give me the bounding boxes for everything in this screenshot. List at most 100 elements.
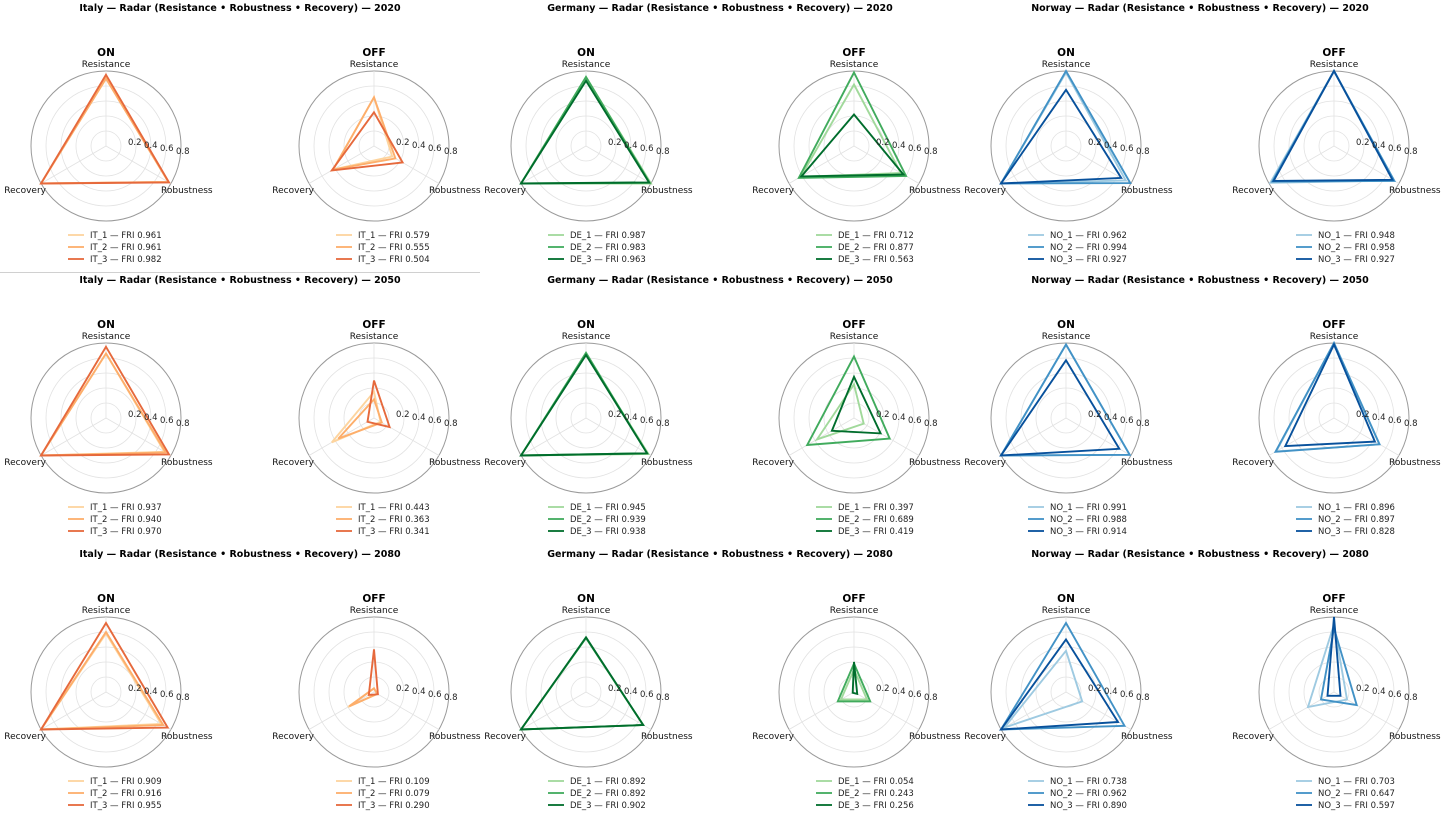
radar-no-2080-off: 0.2 0.4 0.6 0.8 Resistance Robustness Recovery… xyxy=(1232,593,1441,811)
radar-it-2080-on: 0.2 0.4 0.6 0.8 Resistance Robustness Recovery… xyxy=(4,593,213,811)
legend-entry: DE_1 — FRI 0.987 xyxy=(570,231,646,241)
legend-entry: NO_1 — FRI 0.896 xyxy=(1318,503,1395,513)
radar-no-2020-off: 0.2 0.4 0.6 0.8 Resistance Robustness Recovery… xyxy=(1232,47,1441,265)
radial-tick-label: 0.8 xyxy=(924,419,938,429)
legend-entry: IT_1 — FRI 0.961 xyxy=(90,231,162,241)
radial-tick-label: 0.4 xyxy=(1372,687,1386,697)
panel-title: Norway — Radar (Resistance • Robustness … xyxy=(1031,549,1369,560)
radial-tick-label: 0.6 xyxy=(160,144,174,154)
series-no_3-polygon xyxy=(999,88,1123,185)
axis-label-robustness: Robustness xyxy=(429,458,481,468)
legend-entry: NO_2 — FRI 0.647 xyxy=(1318,789,1395,799)
radial-tick-label: 0.4 xyxy=(144,413,158,423)
radial-tick-label: 0.2 xyxy=(876,410,890,420)
radar-it-2050-on: 0.2 0.4 0.6 0.8 Resistance Robustness Recovery… xyxy=(4,319,213,537)
radial-tick-label: 0.4 xyxy=(1104,687,1118,697)
panel-state-label: OFF xyxy=(362,593,385,605)
axis-label-resistance: Resistance xyxy=(1310,606,1359,616)
radial-tick-label: 0.4 xyxy=(1372,141,1386,151)
radar-it-2050-off: 0.2 0.4 0.6 0.8 Resistance Robustness Recovery… xyxy=(272,319,481,537)
radial-tick-label: 0.4 xyxy=(892,413,906,423)
radial-tick-label: 0.2 xyxy=(396,684,410,694)
axis-label-robustness: Robustness xyxy=(909,186,961,196)
series-no_2-polygon xyxy=(999,621,1127,731)
radial-tick-label: 0.8 xyxy=(656,147,670,157)
radial-tick-label: 0.4 xyxy=(624,141,638,151)
legend-entry: NO_1 — FRI 0.948 xyxy=(1318,231,1395,241)
series-no_1-polygon xyxy=(1306,624,1349,709)
radial-tick-label: 0.6 xyxy=(640,144,654,154)
legend-entry: DE_2 — FRI 0.243 xyxy=(838,789,914,799)
radial-tick-label: 0.2 xyxy=(608,138,622,148)
legend-entry: IT_1 — FRI 0.579 xyxy=(358,231,430,241)
radial-tick-label: 0.8 xyxy=(444,693,458,703)
series-it_3-polygon xyxy=(367,649,379,697)
radial-tick-label: 0.4 xyxy=(892,141,906,151)
axis-label-recovery: Recovery xyxy=(752,732,794,742)
radar-de-2050-off: 0.2 0.4 0.6 0.8 Resistance Robustness Recovery… xyxy=(752,319,961,537)
radial-tick-label: 0.8 xyxy=(1136,419,1150,429)
legend-entry: DE_2 — FRI 0.892 xyxy=(570,789,646,799)
legend-entry: DE_3 — FRI 0.563 xyxy=(838,255,914,265)
panel-state-label: OFF xyxy=(1322,593,1345,605)
series-no_2-polygon xyxy=(1270,69,1397,183)
panel-title: Norway — Radar (Resistance • Robustness … xyxy=(1031,275,1369,286)
axis-label-robustness: Robustness xyxy=(1121,732,1173,742)
radial-tick-label: 0.2 xyxy=(128,410,142,420)
axis-label-resistance: Resistance xyxy=(830,332,879,342)
radial-tick-label: 0.4 xyxy=(412,413,426,423)
radial-tick-label: 0.4 xyxy=(1104,413,1118,423)
panel-title: Italy — Radar (Resistance • Robustness •… xyxy=(79,549,401,560)
radial-tick-label: 0.8 xyxy=(444,419,458,429)
legend-entry: IT_1 — FRI 0.909 xyxy=(90,777,162,787)
grid-spoke xyxy=(585,145,652,184)
axis-label-recovery: Recovery xyxy=(1232,732,1274,742)
radial-tick-label: 0.8 xyxy=(656,419,670,429)
radial-tick-label: 0.8 xyxy=(1404,147,1418,157)
radial-tick-label: 0.8 xyxy=(656,693,670,703)
axis-label-robustness: Robustness xyxy=(1389,186,1441,196)
radial-tick-label: 0.4 xyxy=(412,687,426,697)
grid-spoke xyxy=(788,417,855,456)
axis-label-recovery: Recovery xyxy=(484,732,526,742)
panel-state-label: OFF xyxy=(842,319,865,331)
radial-tick-label: 0.6 xyxy=(160,416,174,426)
axis-label-recovery: Recovery xyxy=(4,458,46,468)
axis-label-robustness: Robustness xyxy=(909,732,961,742)
radial-tick-label: 0.2 xyxy=(1356,684,1370,694)
legend-entry: IT_3 — FRI 0.982 xyxy=(90,255,162,265)
grid-spoke xyxy=(1333,417,1400,456)
grid-spoke xyxy=(373,691,440,730)
series-de_2-polygon xyxy=(797,70,908,179)
radial-tick-label: 0.6 xyxy=(1120,144,1134,154)
axis-label-robustness: Robustness xyxy=(161,732,213,742)
radar-it-2020-on: 0.2 0.4 0.6 0.8 Resistance Robustness Recovery… xyxy=(4,47,213,265)
legend-entry: DE_3 — FRI 0.963 xyxy=(570,255,646,265)
series-it_3-polygon xyxy=(366,380,392,429)
grid-spoke xyxy=(1268,417,1335,456)
series-no_1-polygon xyxy=(1268,69,1396,184)
radial-tick-label: 0.8 xyxy=(1404,419,1418,429)
series-it_1-polygon xyxy=(39,351,167,457)
legend-entry: NO_1 — FRI 0.703 xyxy=(1318,777,1395,787)
radial-tick-label: 0.8 xyxy=(1136,693,1150,703)
grid-spoke xyxy=(308,145,375,184)
grid-spoke xyxy=(520,145,587,184)
series-it_3-polygon xyxy=(39,72,171,185)
legend-entry: NO_3 — FRI 0.927 xyxy=(1318,255,1395,265)
series-no_3-polygon xyxy=(999,358,1121,457)
grid-spoke xyxy=(1000,145,1067,184)
radar-de-2050-on: 0.2 0.4 0.6 0.8 Resistance Robustness Recovery… xyxy=(484,319,693,537)
radial-tick-label: 0.2 xyxy=(1356,410,1370,420)
panel-title: Germany — Radar (Resistance • Robustness… xyxy=(547,3,893,14)
radial-tick-label: 0.6 xyxy=(1388,690,1402,700)
legend-entry: IT_2 — FRI 0.940 xyxy=(90,515,162,525)
radial-tick-label: 0.6 xyxy=(428,690,442,700)
radial-tick-label: 0.2 xyxy=(128,684,142,694)
series-de_3-polygon xyxy=(830,374,883,435)
panel-title: Italy — Radar (Resistance • Robustness •… xyxy=(79,275,401,286)
series-de_3-polygon xyxy=(799,113,906,178)
legend-entry: IT_1 — FRI 0.443 xyxy=(358,503,430,513)
legend-entry: DE_3 — FRI 0.938 xyxy=(570,527,646,537)
